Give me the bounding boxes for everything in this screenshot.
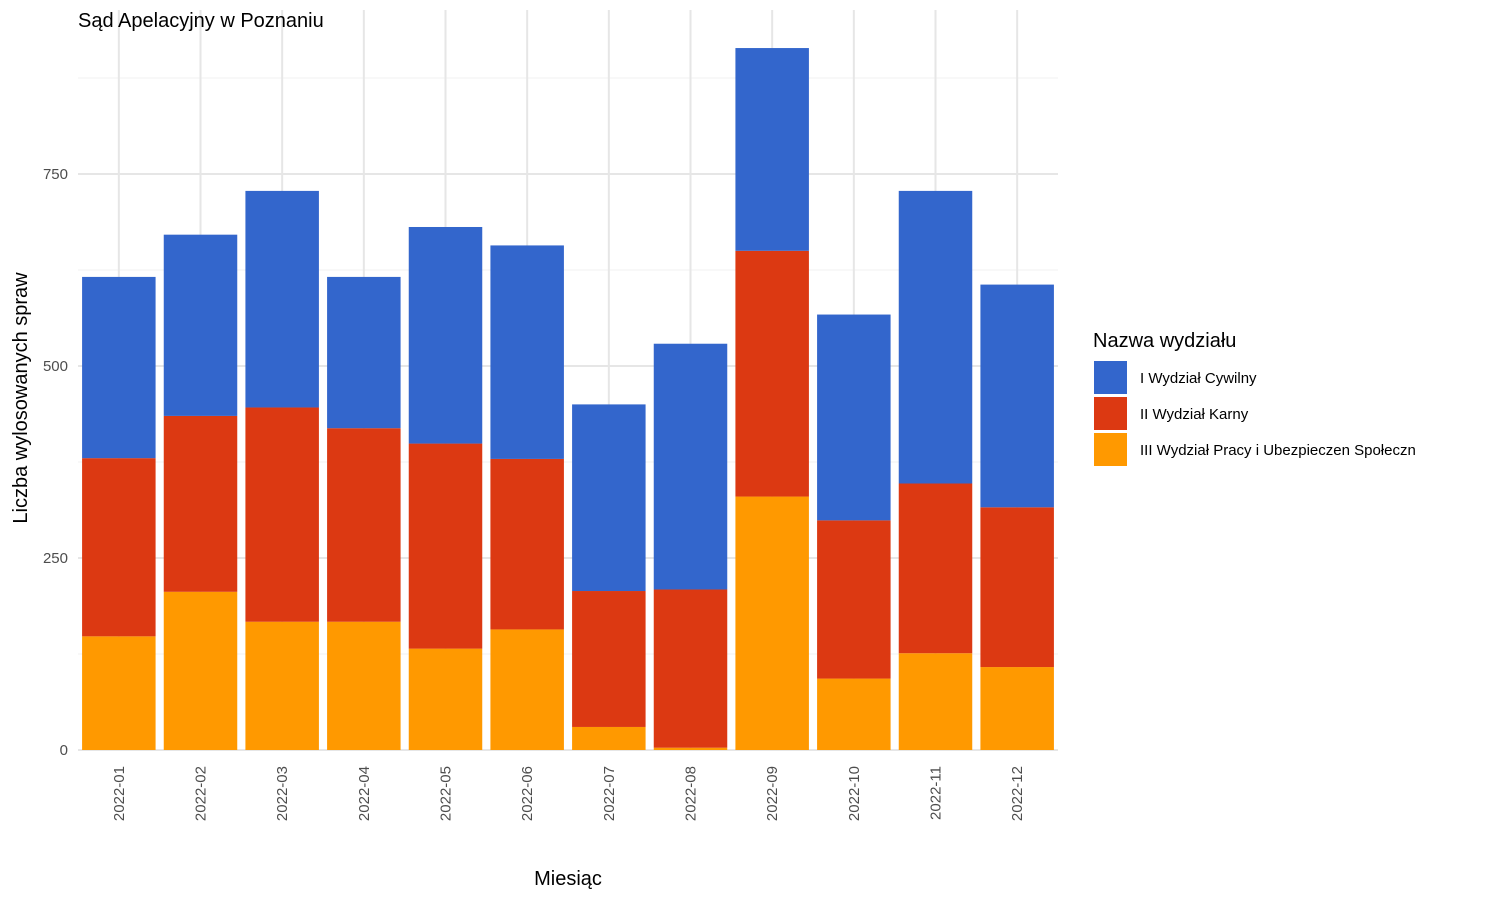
y-tick-label: 250: [43, 550, 68, 567]
legend-label: I Wydział Cywilny: [1140, 370, 1257, 387]
bar-segment: [245, 190, 319, 408]
bar-segment: [653, 343, 728, 590]
chart-title: Sąd Apelacyjny w Poznaniu: [78, 10, 324, 32]
x-axis-ticks: 2022-01 2022-02 2022-03 2022-04 2022-05 2022-…: [111, 766, 1026, 821]
bar-segment: [735, 250, 809, 497]
y-axis-title: Liczba wylosowanych spraw: [10, 272, 32, 524]
bar-segment: [572, 404, 646, 592]
legend: Nazwa wydziału I Wydział Cywilny II Wydzi…: [1093, 330, 1416, 466]
bar-segment: [245, 407, 319, 622]
legend-swatch: [1094, 433, 1127, 466]
x-tick-label: 2022-02: [193, 766, 210, 821]
bar-segment: [490, 245, 564, 459]
bar-segment: [408, 648, 483, 750]
bar-segment: [408, 226, 483, 444]
legend-title: Nazwa wydziału: [1093, 330, 1236, 352]
x-tick-label: 2022-01: [111, 766, 128, 821]
bar-segment: [163, 415, 238, 592]
legend-label: II Wydział Karny: [1140, 406, 1249, 423]
bar-segment: [490, 629, 564, 750]
x-tick-label: 2022-09: [764, 766, 781, 821]
legend-label: III Wydział Pracy i Ubezpieczen Społeczn: [1140, 442, 1416, 459]
bar-segment: [82, 458, 156, 637]
bar-segment: [327, 621, 401, 750]
bar-segment: [898, 483, 973, 654]
bar-segment: [817, 520, 891, 679]
bar-segment: [408, 443, 483, 649]
x-tick-label: 2022-11: [928, 766, 945, 820]
bar-segment: [735, 496, 809, 750]
bar-segment: [653, 747, 728, 750]
bar-segment: [980, 667, 1054, 750]
bar-segment: [327, 428, 401, 622]
x-tick-label: 2022-10: [846, 766, 863, 821]
bar-segment: [980, 507, 1054, 668]
bar-segment: [490, 458, 564, 630]
legend-swatch: [1094, 361, 1127, 394]
bar-segment: [898, 653, 973, 750]
bar-segment: [82, 276, 156, 459]
x-tick-label: 2022-03: [274, 766, 291, 821]
bar-segment: [980, 284, 1054, 508]
x-tick-label: 2022-07: [601, 766, 618, 821]
bar-segment: [817, 314, 891, 521]
bar-segment: [572, 591, 646, 727]
bar-segment: [245, 621, 319, 750]
bar-segment: [898, 190, 973, 484]
bar-segment: [163, 234, 238, 416]
bar-segment: [163, 591, 238, 750]
x-tick-label: 2022-12: [1009, 766, 1026, 821]
bars: [82, 48, 1054, 750]
bar-segment: [735, 48, 809, 251]
y-axis-ticks: 0 250 500 750: [43, 166, 68, 759]
x-tick-label: 2022-06: [519, 766, 536, 821]
bar-segment: [327, 276, 401, 429]
x-axis-title: Miesiąc: [534, 868, 602, 890]
bar-segment: [817, 678, 891, 750]
x-tick-label: 2022-04: [356, 766, 373, 821]
bar-segment: [572, 726, 646, 750]
bar-segment: [653, 589, 728, 748]
y-tick-label: 0: [60, 742, 68, 759]
legend-swatch: [1094, 397, 1127, 430]
y-tick-label: 500: [43, 358, 68, 375]
bar-segment: [82, 636, 156, 750]
x-tick-label: 2022-05: [438, 766, 455, 821]
y-tick-label: 750: [43, 166, 68, 183]
x-tick-label: 2022-08: [683, 766, 700, 821]
